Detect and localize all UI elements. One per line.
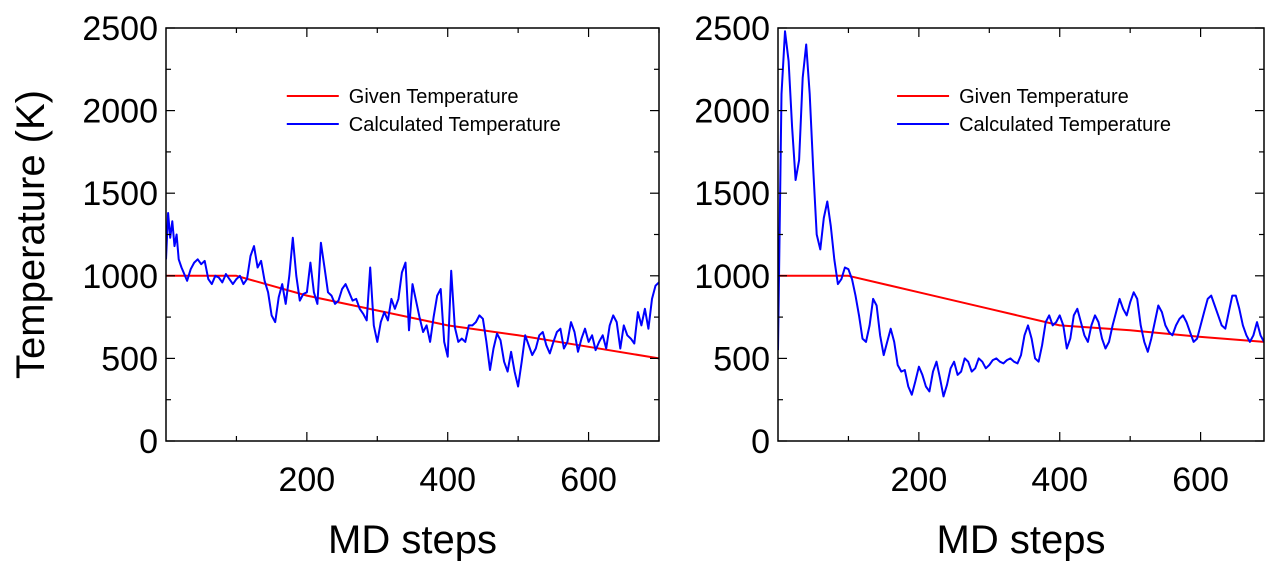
y-tick-label: 1000 (82, 258, 158, 296)
y-tick-label: 1500 (82, 175, 158, 213)
y-tick-label: 0 (751, 423, 770, 461)
y-tick-label: 0 (139, 423, 158, 461)
series-line-given (778, 274, 1264, 343)
x-axis-label: MD steps (937, 518, 1106, 561)
x-tick-label: 200 (891, 461, 948, 499)
y-axis-label: Temperature (K) (9, 90, 53, 379)
x-axis-label: MD steps (328, 518, 497, 561)
y-tick-label: 500 (713, 340, 770, 378)
x-tick-label: 600 (1172, 461, 1229, 499)
y-tick-label: 2500 (82, 10, 158, 48)
x-tick-label: 400 (419, 461, 476, 499)
legend-entry: Given Temperature (349, 86, 519, 108)
x-tick-label: 400 (1031, 461, 1088, 499)
chart-panel-1: 0 500 1000 1500 2000 2500 200 400 600 MD steps Tem… (9, 10, 660, 561)
y-tick-label: 2500 (694, 10, 770, 48)
y-tick-label: 500 (101, 340, 158, 378)
y-tick-label: 2000 (82, 93, 158, 131)
legend-entry: Calculated Temperature (349, 114, 561, 136)
x-tick-label: 200 (278, 461, 335, 499)
y-tick-label: 2000 (694, 93, 770, 131)
y-tick-label: 1000 (694, 258, 770, 296)
legend: Given Temperature Calculated Temperature (286, 86, 561, 136)
chart-panel-2: 0 500 1000 1500 2000 2500 200 400 600 MD steps Giv… (694, 10, 1265, 561)
series-line-calculated (166, 212, 659, 388)
legend: Given Temperature Calculated Temperature (897, 86, 1171, 136)
series-line-calculated (778, 30, 1264, 398)
legend-entry: Calculated Temperature (959, 114, 1171, 136)
y-tick-label: 1500 (694, 175, 770, 213)
legend-entry: Given Temperature (959, 86, 1129, 108)
x-tick-label: 600 (560, 461, 617, 499)
